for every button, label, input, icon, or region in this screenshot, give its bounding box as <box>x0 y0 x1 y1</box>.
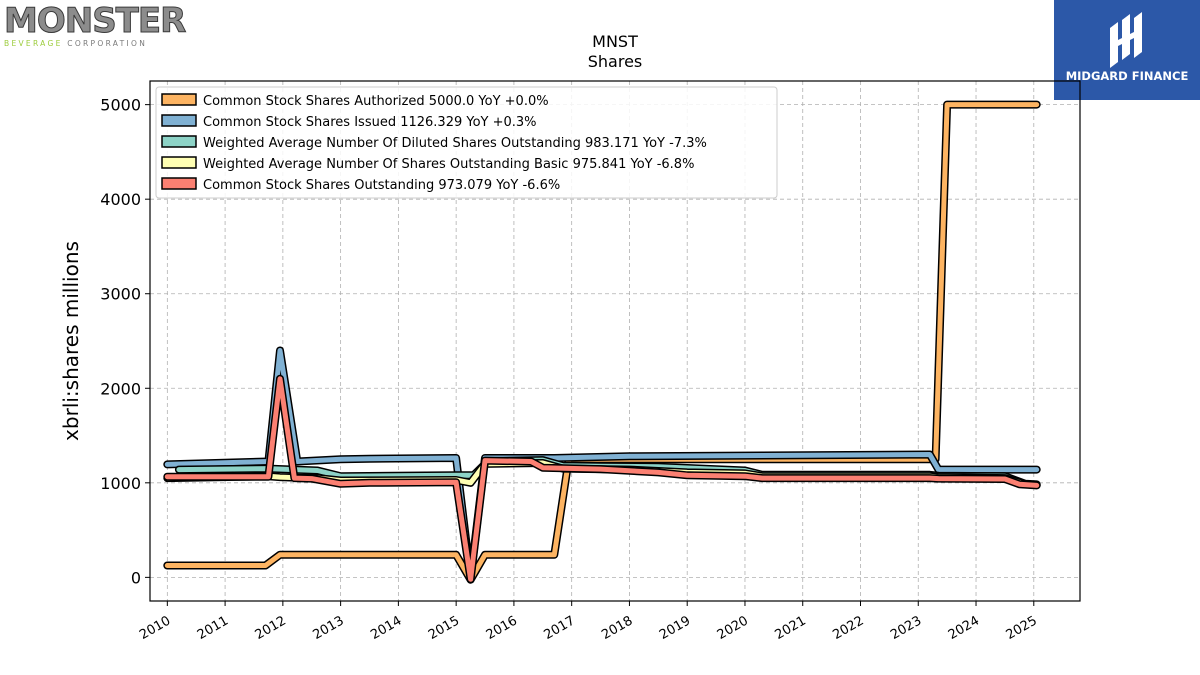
logo-tagline-rest: CORPORATION <box>62 39 148 48</box>
midgard-name: MIDGARD FINANCE <box>1065 69 1189 83</box>
x-tick-label: 2024 <box>946 613 982 643</box>
x-tick-label: 2023 <box>888 613 924 643</box>
x-tick-label: 2011 <box>195 613 231 643</box>
series-5 <box>163 374 1041 584</box>
legend-entry: Weighted Average Number Of Shares Outsta… <box>203 157 694 172</box>
y-axis-label: xbrli:shares millions <box>59 241 83 441</box>
logo-tagline-accent: BEVERAGE <box>4 39 63 48</box>
x-tick-label: 2019 <box>657 613 693 643</box>
x-tick-label: 2017 <box>542 613 578 643</box>
y-tick-label: 4000 <box>100 190 141 209</box>
legend-box <box>155 86 778 199</box>
x-tick-label: 2016 <box>484 613 520 643</box>
legend-swatch <box>161 177 197 190</box>
y-tick-label: 2000 <box>100 379 141 398</box>
midgard-mark-icon <box>1110 12 1142 68</box>
series-line <box>164 102 1040 583</box>
x-tick-label: 2021 <box>773 613 809 643</box>
logo-wordmark: MONSTER <box>4 1 187 41</box>
legend: Common Stock Shares Authorized 5000.0 Yo… <box>155 86 778 199</box>
series-1 <box>163 100 1041 584</box>
monster-logo: MONSTER BEVERAGE CORPORATION <box>4 1 187 49</box>
x-tick-label: 2015 <box>426 613 462 643</box>
x-tick-label: 2025 <box>1004 613 1040 643</box>
y-tick-label: 3000 <box>100 285 141 304</box>
legend-entry: Common Stock Shares Outstanding 973.079 … <box>203 178 560 193</box>
y-axis: 0 1000 2000 3000 4000 5000 <box>100 96 150 587</box>
legend-swatch <box>161 135 197 148</box>
series-line <box>164 376 1040 582</box>
series-layer <box>163 100 1041 584</box>
logo-tagline: BEVERAGE CORPORATION <box>4 39 166 48</box>
chart-title: MNST <box>592 32 638 51</box>
x-tick-label: 2012 <box>253 613 289 643</box>
chart-subtitle: Shares <box>588 52 643 71</box>
legend-swatch <box>161 156 197 169</box>
y-tick-label: 5000 <box>100 96 141 115</box>
x-tick-label: 2014 <box>368 613 404 643</box>
midgard-finance-logo: MIDGARD FINANCE <box>1054 0 1200 100</box>
x-tick-label: 2018 <box>599 613 635 643</box>
legend-swatch <box>161 114 197 127</box>
plot-frame <box>149 80 1081 602</box>
legend-swatch <box>161 93 197 106</box>
x-axis: 2010 2011 2012 2013 2014 2015 2016 2017 2018 2019… <box>137 601 1040 643</box>
y-tick-label: 1000 <box>100 474 141 493</box>
x-tick-label: 2022 <box>830 613 866 643</box>
y-tick-label: 0 <box>131 568 141 587</box>
x-tick-label: 2013 <box>310 613 346 643</box>
legend-entry: Common Stock Shares Authorized 5000.0 Yo… <box>203 94 549 109</box>
x-tick-label: 2020 <box>715 613 751 643</box>
legend-entry: Weighted Average Number Of Diluted Share… <box>203 136 707 151</box>
legend-entry: Common Stock Shares Issued 1126.329 YoY … <box>203 115 537 130</box>
x-tick-label: 2010 <box>137 613 173 643</box>
